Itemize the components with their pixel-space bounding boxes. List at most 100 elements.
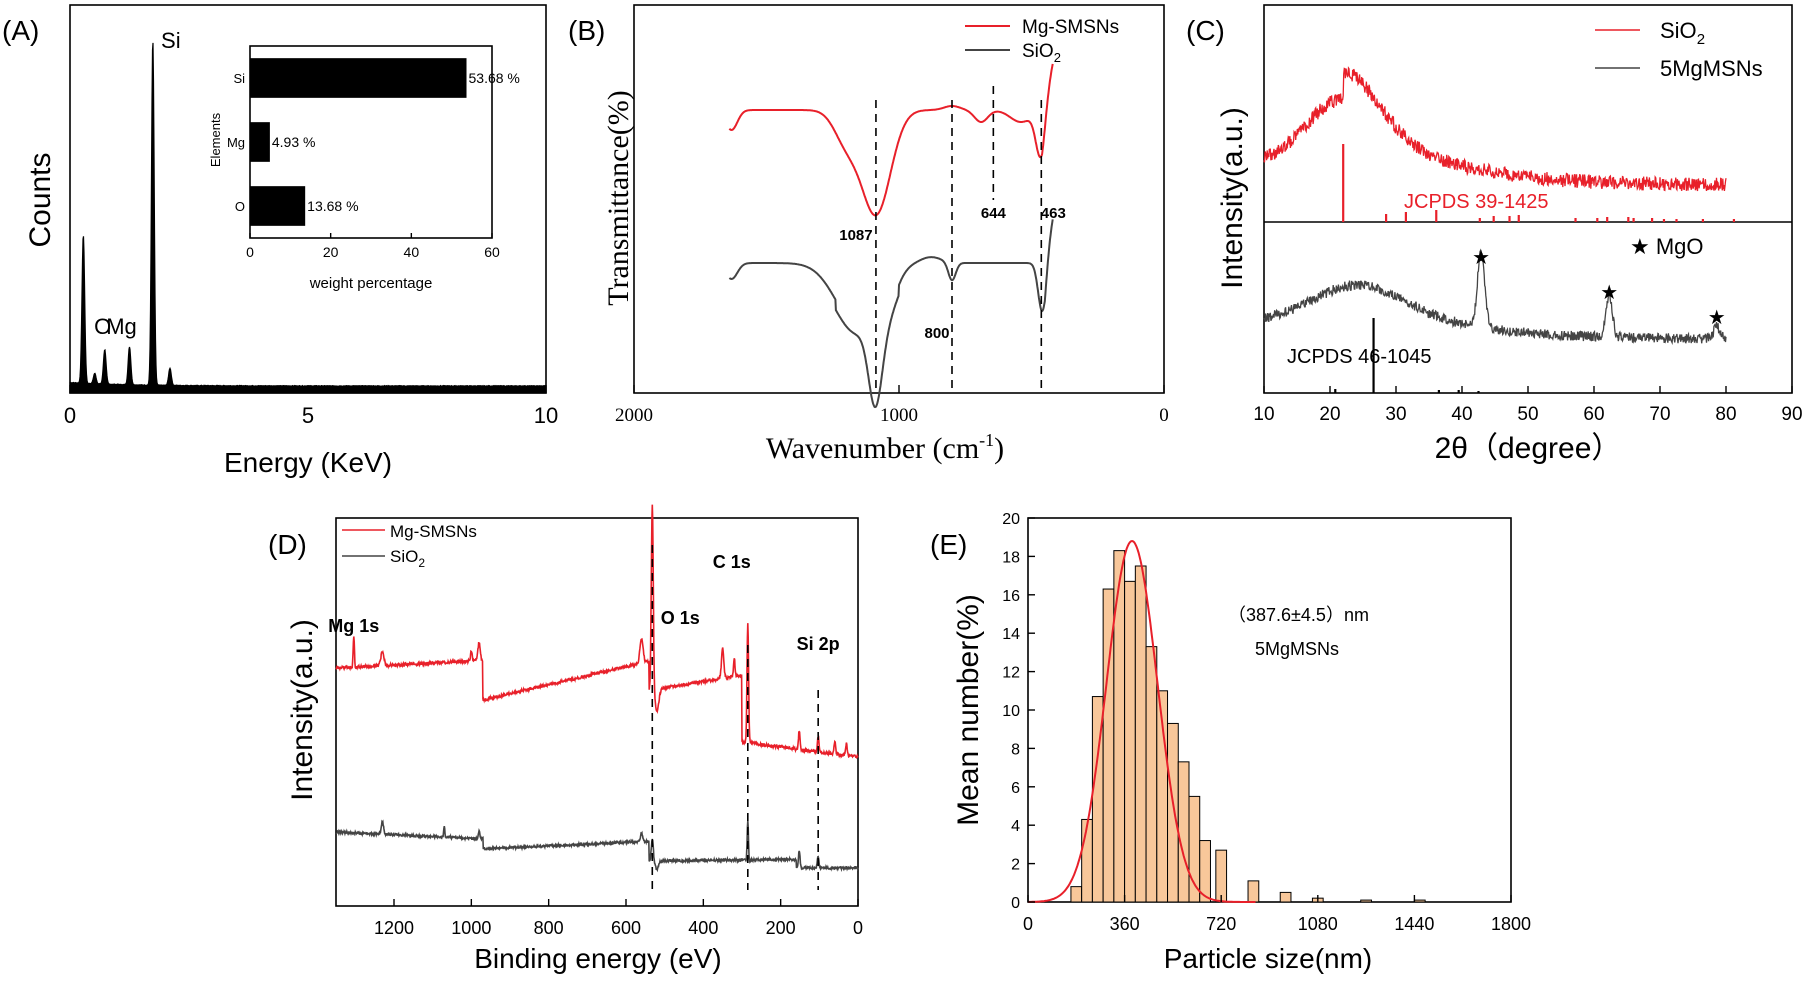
panel-c-legend: SiO2 5MgMSNs: [1595, 18, 1763, 81]
legend-label-5mgmsns: 5MgMSNs: [1660, 56, 1763, 81]
inset-bar-si: [250, 58, 467, 98]
gaussian-fit-line: [1028, 539, 1256, 903]
x-tick-label: 1440: [1394, 914, 1434, 934]
x-tick-label: 90: [1781, 404, 1802, 425]
x-tick-label: 30: [1385, 404, 1406, 425]
peak-label-si: Si: [161, 28, 181, 53]
panel-d-frame: [335, 517, 859, 907]
y-tick-label: 2: [1011, 857, 1020, 874]
x-tick-label: 50: [1517, 404, 1538, 425]
x-tick-label: 60: [1583, 404, 1604, 425]
panel-e-x-ticks: 0 360 720 1080 1440 1800: [1023, 895, 1531, 934]
histogram-bar: [1215, 849, 1228, 903]
inset-x-tick-label: 0: [246, 244, 254, 260]
panel-e: (E) 0 360 720 1080 1440 1800 0 2 4 6 8 10 12 14 16 18 2…: [930, 511, 1531, 974]
histogram-bar: [1360, 899, 1372, 903]
x-tick-label: 5: [302, 403, 314, 428]
x-tick-label: 1800: [1491, 914, 1531, 934]
xps-label-c-1s: C 1s: [713, 552, 751, 572]
histogram-bar: [1413, 899, 1426, 903]
inset-value-label: 13.68 %: [307, 198, 358, 214]
ftir-sio2-line: [728, 219, 1054, 409]
x-tick-label: 10: [1253, 404, 1274, 425]
x-tick-label: 80: [1715, 404, 1736, 425]
panel-label-b: (B): [568, 15, 605, 46]
histogram-bar: [1081, 818, 1093, 903]
inset-x-tick-label: 40: [404, 244, 420, 260]
xps-peak-labels: Mg 1s O 1s C 1s Si 2p: [328, 552, 839, 654]
y-tick-label: 8: [1011, 741, 1020, 758]
x-tick-label: 1000: [451, 918, 491, 938]
legend-label-sio2: SiO2: [1022, 41, 1061, 65]
ftir-mg-smsns-line: [728, 63, 1054, 217]
panel-d-xlabel: Binding energy (eV): [474, 943, 721, 974]
panel-d-ylabel: Intensity(a.u.): [286, 619, 319, 801]
mgo-star: ★: [1472, 247, 1490, 269]
peak-label-mg: Mg: [106, 314, 137, 339]
panel-a-ylabel: Counts: [24, 152, 57, 247]
y-tick-label: 0: [1011, 895, 1020, 912]
xps-peak-markers: [651, 545, 819, 890]
sample-annotation: 5MgMSNs: [1255, 639, 1339, 659]
x-tick-label: 800: [534, 918, 564, 938]
panel-b-ylabel: Transmittance(%): [602, 90, 635, 306]
panel-label-c: (C): [1186, 15, 1225, 46]
x-tick-label: 1000: [880, 405, 918, 426]
x-tick-label: 0: [1023, 914, 1033, 934]
panel-c-x-ticks: 10 20 30 40 50 60 70 80 90: [1253, 386, 1803, 425]
panel-b-xlabel: Wavenumber (cm-1): [766, 430, 1004, 465]
inset-value-label: 53.68 %: [469, 70, 520, 86]
panel-e-xlabel: Particle size(nm): [1164, 943, 1372, 974]
xps-label-o-1s: O 1s: [661, 608, 700, 628]
panel-c-xlabel: 2θ（degree）: [1435, 432, 1622, 465]
panel-c: (C) ★ ★ ★ 10 20 30 40 50 60 70 80 90 JCPDS 39-1425…: [1186, 4, 1803, 465]
y-tick-label: 4: [1011, 818, 1020, 835]
x-tick-label: 0: [64, 403, 76, 428]
x-tick-label: 360: [1110, 914, 1140, 934]
y-tick-label: 16: [1002, 588, 1020, 605]
x-tick-label: 200: [766, 918, 796, 938]
inset-category-label: O: [235, 199, 245, 214]
xrd-reference-sticks: [1334, 144, 1736, 393]
histogram-bar: [1199, 840, 1211, 903]
panel-b-frame: [633, 4, 1165, 394]
panel-a-peak-labels: OMg Si: [94, 28, 180, 339]
size-annotation: （387.6±4.5）nm: [1228, 605, 1369, 625]
peak-label-463: 463: [1041, 205, 1066, 222]
panel-c-ylabel: Intensity(a.u.): [1216, 107, 1249, 289]
inset-x-tick-label: 60: [484, 244, 500, 260]
y-tick-label: 10: [1002, 703, 1020, 720]
panel-b: (B) 1087 800 644 463 2000 1000 0 Mg-SMSNs SiO…: [568, 4, 1169, 465]
peak-label-800: 800: [924, 325, 949, 342]
inset-xlabel: weight percentage: [309, 275, 433, 292]
x-tick-label: 2000: [615, 405, 653, 426]
peak-label-644: 644: [981, 205, 1007, 222]
x-tick-label: 0: [1159, 405, 1169, 426]
histogram-bar: [1177, 761, 1190, 903]
y-tick-label: 12: [1002, 665, 1020, 682]
legend-label-mg-smsns-d: Mg-SMSNs: [390, 522, 477, 541]
y-tick-label: 6: [1011, 780, 1020, 797]
histogram-bar: [1124, 580, 1136, 903]
panel-e-ylabel: Mean number(%): [952, 594, 985, 826]
histogram-bar: [1134, 565, 1147, 903]
size-histogram-bars: [1070, 550, 1426, 903]
inset-category-label: Mg: [227, 135, 245, 150]
x-tick-label: 600: [611, 918, 641, 938]
panel-d-x-ticks: 1200 1000 800 600 400 200 0: [374, 899, 863, 938]
xrd-sio2-line: [1263, 66, 1727, 192]
inset-x-tick-label: 20: [323, 244, 339, 260]
histogram-bar: [1188, 795, 1201, 903]
y-tick-label: 18: [1002, 549, 1020, 566]
x-tick-label: 1200: [374, 918, 414, 938]
inset-value-label: 4.93 %: [272, 134, 316, 150]
panel-label-e: (E): [930, 529, 967, 560]
panel-d: (D) 1200 1000 800 600 400 200 0 Mg-SMSNs SiO2 …: [268, 504, 863, 974]
x-tick-label: 720: [1206, 914, 1236, 934]
panel-b-x-ticks: 2000 1000 0: [615, 385, 1169, 426]
xrd-5mgmsns-line: [1263, 248, 1727, 346]
inset-bar-o: [250, 186, 306, 226]
histogram-bar: [1247, 880, 1260, 903]
